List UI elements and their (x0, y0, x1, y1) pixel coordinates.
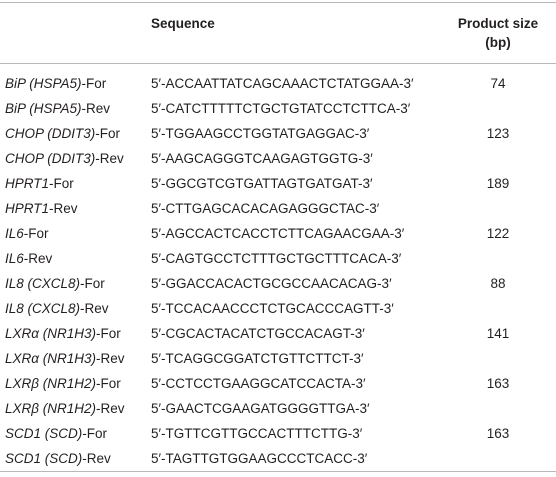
primer-name: IL8 (CXCL8)-For (5, 275, 105, 292)
table-row: LXRα (NR1H3)-Rev 5′-TCAGGCGGATCTGTTCTTCT… (0, 346, 556, 371)
table-row: HPRT1-Rev 5′-CTTGAGCACACAGAGGGCTAC-3′ (0, 196, 556, 221)
primer-direction: -For (49, 176, 74, 191)
primer-direction: -Rev (23, 251, 53, 266)
primer-sequence: 5′-GGACCACACTGCGCCAACACAG-3′ (151, 276, 392, 291)
gene-name: IL8 (CXCL8) (5, 276, 81, 291)
primer-name: LXRα (NR1H3)-For (5, 325, 121, 342)
primer-name: SCD1 (SCD)-Rev (5, 450, 111, 467)
primer-name: LXRα (NR1H3)-Rev (5, 350, 124, 367)
product-size: 141 (486, 326, 510, 341)
primer-sequence: 5′-ACCAATTATCAGCAAACTCTATGGAA-3′ (151, 76, 414, 91)
primer-name: CHOP (DDIT3)-For (5, 125, 120, 142)
primer-sequence: 5′-TCAGGCGGATCTGTTCTTCT-3′ (151, 351, 364, 366)
product-size: 74 (490, 76, 506, 91)
table-row: BiP (HSPA5)-Rev 5′-CATCTTTTTCTGCTGTATCCT… (0, 96, 556, 121)
gene-name: CHOP (DDIT3) (5, 126, 96, 141)
primer-sequence: 5′-CATCTTTTTCTGCTGTATCCTCTTCA-3′ (151, 101, 411, 116)
table-row: LXRα (NR1H3)-For 5′-CGCACTACATCTGCCACAGT… (0, 321, 556, 346)
primer-sequence: 5′-CTTGAGCACACAGAGGGCTAC-3′ (151, 201, 380, 216)
primer-direction: -Rev (82, 451, 111, 466)
primer-sequence: 5′-GGCGTCGTGATTAGTGATGAT-3′ (151, 176, 373, 191)
primer-name: IL6-Rev (5, 250, 52, 267)
product-size: 189 (486, 176, 510, 191)
header-product-size-line1: Product size (457, 16, 539, 31)
primer-name: HPRT1-For (5, 175, 74, 192)
primer-name: BiP (HSPA5)-Rev (5, 100, 110, 117)
primer-direction: -For (80, 276, 105, 291)
primer-sequence: 5′-CCTCCTGAAGGCATCCACTA-3′ (151, 376, 366, 391)
primer-direction: -For (82, 426, 108, 441)
table-row: IL8 (CXCL8)-For 5′-GGACCACACTGCGCCAACACA… (0, 271, 556, 296)
table-row: SCD1 (SCD)-For 5′-TGTTCGTTGCCACTTTCTTG-3… (0, 421, 556, 446)
primer-direction: -For (95, 326, 121, 341)
product-size: 163 (486, 376, 510, 391)
table-row: IL6-Rev 5′-CAGTGCCTCTTTGCTGCTTTCACA-3′ (0, 246, 556, 271)
gene-name: SCD1 (SCD) (5, 451, 83, 466)
gene-name: LXRβ (NR1H2) (5, 376, 96, 391)
table-row: SCD1 (SCD)-Rev 5′-TAGTTGTGGAAGCCCTCACC-3… (0, 446, 556, 471)
primer-direction: -For (23, 226, 49, 241)
primer-name: IL8 (CXCL8)-Rev (5, 300, 109, 317)
primer-direction: -Rev (95, 351, 125, 366)
table-row: CHOP (DDIT3)-Rev 5′-AAGCAGGGTCAAGAGTGGTG… (0, 146, 556, 171)
primer-direction: -For (95, 376, 121, 391)
product-size: 88 (490, 276, 506, 291)
header-product-size-line2: (bp) (485, 35, 511, 50)
primer-direction: -For (95, 126, 120, 141)
gene-name: LXRα (NR1H3) (5, 351, 96, 366)
primer-sequence: 5′-CGCACTACATCTGCCACAGT-3′ (151, 326, 365, 341)
gene-name: HPRT1 (5, 201, 50, 216)
header-rule (0, 63, 556, 64)
primer-sequence: 5′-AGCCACTCACCTCTTCAGAACGAA-3′ (151, 226, 405, 241)
top-rule (0, 2, 556, 3)
primer-direction: -Rev (80, 301, 109, 316)
primer-direction: -Rev (81, 101, 111, 116)
primer-sequence: 5′-TCCACAACCCTCTGCACCCAGTT-3′ (151, 301, 394, 316)
product-size: 163 (486, 426, 510, 441)
primer-name: BiP (HSPA5)-For (5, 75, 106, 92)
gene-name: BiP (HSPA5) (5, 76, 82, 91)
gene-name: CHOP (DDIT3) (5, 151, 96, 166)
product-size: 123 (486, 126, 510, 141)
primer-sequence: 5′-CAGTGCCTCTTTGCTGCTTTCACA-3′ (151, 251, 402, 266)
bottom-rule (0, 471, 556, 472)
gene-name: LXRα (NR1H3) (5, 326, 96, 341)
table-row: IL6-For 5′-AGCCACTCACCTCTTCAGAACGAA-3′ 1… (0, 221, 556, 246)
primer-sequence: 5′-AAGCAGGGTCAAGAGTGGTG-3′ (151, 151, 373, 166)
table-row: BiP (HSPA5)-For 5′-ACCAATTATCAGCAAACTCTA… (0, 71, 556, 96)
primer-direction: -Rev (95, 401, 125, 416)
primer-name: IL6-For (5, 225, 49, 242)
primer-direction: -Rev (95, 151, 124, 166)
header-product-size: Product size (bp) (440, 14, 556, 52)
primer-name: HPRT1-Rev (5, 200, 78, 217)
gene-name: IL6 (5, 251, 24, 266)
primer-sequence: 5′-TGGAAGCCTGGTATGAGGAC-3′ (151, 126, 370, 141)
table-row: LXRβ (NR1H2)-For 5′-CCTCCTGAAGGCATCCACTA… (0, 371, 556, 396)
table-body: BiP (HSPA5)-For 5′-ACCAATTATCAGCAAACTCTA… (0, 71, 556, 471)
header-sequence: Sequence (151, 16, 215, 31)
primer-sequence: 5′-TAGTTGTGGAAGCCCTCACC-3′ (151, 451, 368, 466)
gene-name: HPRT1 (5, 176, 50, 191)
table-row: IL8 (CXCL8)-Rev 5′-TCCACAACCCTCTGCACCCAG… (0, 296, 556, 321)
table-row: HPRT1-For 5′-GGCGTCGTGATTAGTGATGAT-3′ 18… (0, 171, 556, 196)
primer-name: LXRβ (NR1H2)-Rev (5, 400, 125, 417)
primer-direction: -For (81, 76, 107, 91)
product-size: 122 (486, 226, 510, 241)
table-row: CHOP (DDIT3)-For 5′-TGGAAGCCTGGTATGAGGAC… (0, 121, 556, 146)
gene-name: BiP (HSPA5) (5, 101, 82, 116)
gene-name: IL6 (5, 226, 24, 241)
gene-name: IL8 (CXCL8) (5, 301, 81, 316)
primer-name: LXRβ (NR1H2)-For (5, 375, 121, 392)
primer-sequence: 5′-GAACTCGAAGATGGGGTTGA-3′ (151, 401, 370, 416)
gene-name: LXRβ (NR1H2) (5, 401, 96, 416)
table-row: LXRβ (NR1H2)-Rev 5′-GAACTCGAAGATGGGGTTGA… (0, 396, 556, 421)
gene-name: SCD1 (SCD) (5, 426, 83, 441)
primer-name: SCD1 (SCD)-For (5, 425, 107, 442)
primer-name: CHOP (DDIT3)-Rev (5, 150, 124, 167)
primer-sequence: 5′-TGTTCGTTGCCACTTTCTTG-3′ (151, 426, 363, 441)
primer-direction: -Rev (49, 201, 78, 216)
